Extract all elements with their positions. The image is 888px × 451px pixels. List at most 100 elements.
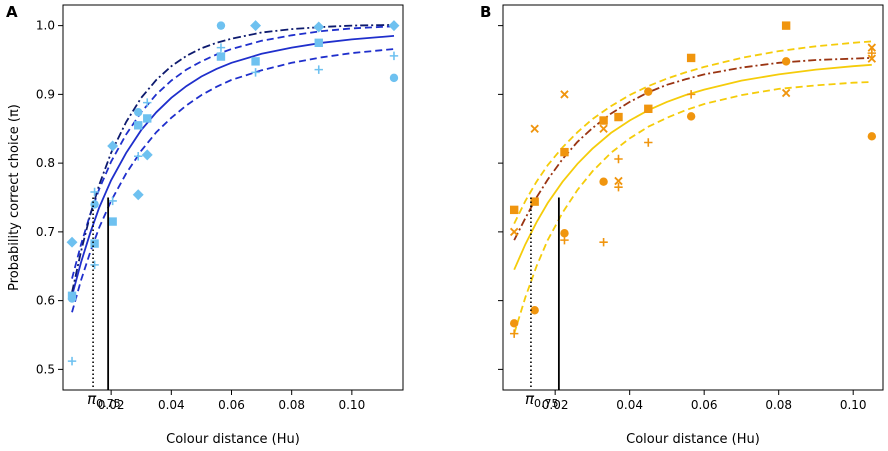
panel-a-pi75-symbol: π [87, 390, 97, 408]
panel-b-curve-fit-alt [513, 57, 872, 241]
panel-b-point-cross [599, 124, 608, 133]
panel-a-point-diamond [250, 20, 262, 32]
panel-b-pi75-label: π0.75 [525, 390, 559, 410]
panel-a-point-plus [216, 43, 226, 52]
panel-b-point-circle [781, 57, 791, 66]
panel-a-x-tick-label: 0.08 [278, 398, 305, 412]
panel-b-x-tick-label: 0.10 [840, 398, 867, 412]
panel-a-point-plus [251, 68, 260, 77]
panel-a-point-circle [67, 294, 77, 303]
panel-b-x-axis-label: Colour distance (Hu) [626, 432, 760, 447]
panel-a-point-plus [90, 260, 99, 270]
panel-a-x-tick-label: 0.04 [158, 398, 185, 412]
panel-b-x-tick-label: 0.08 [765, 398, 792, 412]
panel-b-point-cross [867, 54, 877, 63]
panel-b-point-plus [599, 237, 608, 247]
panel-a-pi75-subscript: 0.75 [96, 397, 121, 410]
panel-b-point-plus [560, 235, 569, 245]
panel-a-point-circle [134, 108, 143, 117]
panel-a-y-axis-label: Probability correct choice (π) [7, 104, 22, 291]
panel-a-x-axis-label: Colour distance (Hu) [166, 432, 300, 447]
panel-b-point-circle [530, 306, 539, 315]
panel-a-marks: 0.02 0.04 0.06 0.08 0.10 0.5 0.6 0.7 0.8 0.9 1.0 π0… [36, 19, 400, 412]
panel-a-point-plus [134, 152, 143, 161]
panel-b-frame [502, 4, 884, 391]
panel-a-x-tick-label: 0.02 [98, 398, 125, 412]
panel-b-point-plus [644, 138, 653, 147]
panel-b-x-tick-label: 0.06 [691, 398, 718, 412]
panel-b-point-circle [644, 87, 653, 96]
panel-a-y-tick-label: 0.7 [36, 225, 55, 239]
panel-b-point-square [644, 104, 653, 114]
panel-a-curve-fit [71, 35, 395, 297]
panel-b-point-cross [509, 227, 519, 237]
panel-a-label: A [6, 3, 18, 21]
panel-b-point-cross [781, 88, 791, 98]
panel-a-point-square [108, 217, 117, 226]
panel-a-point-circle [216, 21, 226, 30]
panel-b-point-plus [614, 154, 623, 164]
panel-a-y-tick-label: 0.9 [36, 87, 55, 101]
panel-a-point-square [251, 57, 260, 66]
panel-a-curve-ci-upper [71, 25, 395, 279]
panel-a-point-diamond [313, 21, 325, 33]
panel-a-point-diamond [66, 236, 78, 248]
panel-b-point-cross [614, 176, 623, 186]
panel-b-point-cross [530, 124, 539, 133]
panel-b-curve-ci-lower [513, 81, 872, 334]
panel-a-point-circle [389, 73, 399, 83]
panel-a-point-plus [314, 65, 323, 74]
panel-b-point-square [560, 147, 569, 157]
panel-b-x-tick-label: 0.04 [616, 398, 643, 412]
panel-b-pi75-symbol: π [525, 390, 535, 408]
panel-b-point-circle [867, 132, 877, 141]
panel-a-frame [62, 4, 404, 391]
panel-b-point-square [530, 197, 539, 206]
panel-b-point-circle [686, 112, 696, 121]
panel-a-point-plus [389, 51, 399, 61]
panel-b-point-cross [560, 90, 569, 99]
panel-b-point-plus [509, 329, 519, 338]
panel-b-point-cross [867, 43, 877, 52]
panel-b-label: B [480, 3, 491, 21]
panel-a-point-plus [108, 196, 117, 206]
panel-b-pi75-subscript: 0.75 [534, 397, 559, 410]
panel-b-point-square [686, 53, 696, 63]
panel-b-point-circle [509, 319, 519, 328]
panel-a-point-square [143, 114, 152, 123]
panel-a-point-circle [90, 200, 99, 209]
panel-a-y-tick-label: 1.0 [36, 19, 55, 33]
panel-b-curve-fit [513, 63, 872, 271]
panel-b-point-plus [867, 48, 877, 58]
panel-a-curve-fit-alt [71, 24, 395, 293]
panel-a-y-tick-label: 0.6 [36, 294, 55, 308]
panel-b-point-plus [614, 182, 623, 192]
panel-a-point-square [216, 52, 226, 61]
panel-b-point-square [599, 116, 608, 125]
panel-a-y-tick-label: 0.8 [36, 156, 55, 170]
panel-b-point-circle [599, 177, 608, 186]
panel-a-curve-ci-lower [71, 48, 395, 313]
panel-a-point-plus [67, 356, 77, 366]
panel-b-point-square [781, 21, 791, 30]
panel-a-point-diamond [388, 20, 400, 32]
panel-b: 0.02 0.04 0.06 0.08 0.10 π0.75 B Colour dista… [480, 3, 884, 447]
panel-a-y-tick-label: 0.5 [36, 362, 55, 376]
panel-a-point-square [134, 121, 143, 130]
panel-b-point-square [614, 112, 623, 122]
panel-b-point-square [509, 205, 519, 215]
panel-a-point-diamond [107, 140, 119, 152]
panel-a-pi75-label: π0.75 [87, 390, 121, 410]
panel-b-point-circle [560, 229, 569, 238]
panel-a-point-diamond [141, 149, 153, 161]
panel-a-point-square [90, 239, 99, 248]
panel-b-x-tick-label: 0.02 [542, 398, 569, 412]
panel-a-point-square [314, 38, 323, 48]
panel-a-x-tick-label: 0.10 [338, 398, 365, 412]
panel-a: 0.02 0.04 0.06 0.08 0.10 0.5 0.6 0.7 0.8 0.9 1.0 π0… [6, 3, 404, 447]
panel-a-point-plus [143, 98, 152, 107]
panel-a-point-diamond [132, 189, 144, 201]
panel-b-marks: 0.02 0.04 0.06 0.08 0.10 π0.75 [498, 21, 877, 412]
panel-a-point-plus [90, 187, 99, 197]
